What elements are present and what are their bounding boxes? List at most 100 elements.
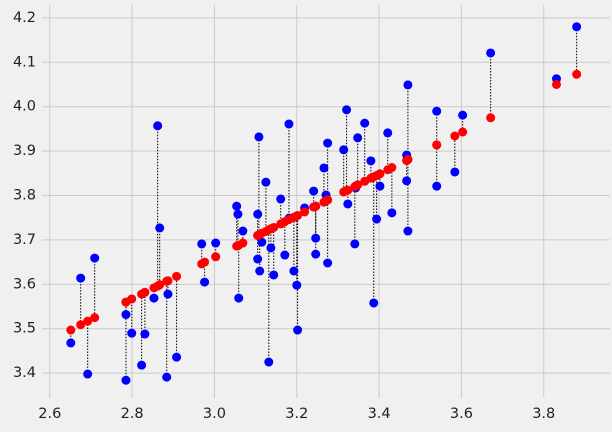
point bbox=[269, 222, 279, 232]
y-tick-label: 3.9 bbox=[13, 143, 36, 159]
point bbox=[121, 375, 131, 385]
point bbox=[66, 325, 76, 335]
point bbox=[572, 22, 582, 32]
point bbox=[432, 140, 442, 150]
point bbox=[149, 293, 159, 303]
point bbox=[323, 138, 333, 148]
point bbox=[458, 127, 468, 137]
point bbox=[153, 121, 163, 131]
point bbox=[403, 226, 413, 236]
point bbox=[300, 207, 310, 217]
point bbox=[387, 208, 397, 218]
point bbox=[323, 195, 333, 205]
point bbox=[343, 185, 353, 195]
point bbox=[360, 118, 370, 128]
point bbox=[432, 106, 442, 116]
point bbox=[280, 250, 290, 260]
y-tick-label: 3.4 bbox=[13, 365, 36, 381]
point bbox=[83, 369, 93, 379]
point bbox=[289, 266, 299, 276]
point bbox=[293, 325, 303, 335]
point bbox=[76, 273, 86, 283]
point bbox=[375, 169, 385, 179]
point bbox=[350, 239, 360, 249]
point bbox=[163, 289, 173, 299]
point bbox=[140, 329, 150, 339]
point bbox=[319, 163, 329, 173]
point bbox=[90, 313, 100, 323]
point bbox=[284, 119, 294, 129]
point bbox=[402, 176, 412, 186]
point bbox=[172, 271, 182, 281]
point bbox=[155, 280, 165, 290]
x-tick-label: 3.0 bbox=[203, 406, 226, 422]
point bbox=[372, 214, 382, 224]
point bbox=[140, 287, 150, 297]
point bbox=[163, 276, 173, 286]
point bbox=[403, 80, 413, 90]
x-tick-label: 3.4 bbox=[368, 406, 391, 422]
point bbox=[366, 156, 376, 166]
point bbox=[432, 181, 442, 191]
point bbox=[276, 194, 286, 204]
point bbox=[292, 280, 302, 290]
point bbox=[266, 243, 276, 253]
point bbox=[90, 253, 100, 263]
point bbox=[339, 145, 349, 155]
x-tick-label: 2.6 bbox=[38, 406, 61, 422]
point bbox=[200, 257, 210, 267]
x-tick-label: 3.8 bbox=[532, 406, 555, 422]
point bbox=[309, 186, 319, 196]
point bbox=[162, 372, 172, 382]
point bbox=[375, 181, 385, 191]
point bbox=[232, 201, 242, 211]
y-tick-label: 3.8 bbox=[13, 188, 36, 204]
point bbox=[172, 352, 182, 362]
point bbox=[383, 128, 393, 138]
point bbox=[323, 258, 333, 268]
y-tick-label: 4.2 bbox=[13, 10, 36, 26]
point bbox=[293, 210, 303, 220]
point bbox=[253, 209, 263, 219]
point bbox=[127, 294, 137, 304]
point bbox=[486, 48, 496, 58]
point bbox=[137, 360, 147, 370]
point bbox=[342, 105, 352, 115]
point bbox=[311, 249, 321, 259]
point bbox=[121, 310, 131, 320]
point bbox=[233, 209, 243, 219]
point bbox=[261, 177, 271, 187]
x-tick-label: 3.2 bbox=[285, 406, 308, 422]
point bbox=[343, 199, 353, 209]
x-tick-label: 3.6 bbox=[450, 406, 473, 422]
point bbox=[353, 180, 363, 190]
point bbox=[387, 163, 397, 173]
point bbox=[403, 155, 413, 165]
point bbox=[254, 132, 264, 142]
point bbox=[66, 338, 76, 348]
y-tick-label: 3.5 bbox=[13, 321, 36, 337]
point bbox=[264, 357, 274, 367]
point bbox=[450, 131, 460, 141]
point bbox=[311, 233, 321, 243]
y-tick-label: 4.1 bbox=[13, 54, 36, 70]
point bbox=[551, 79, 561, 89]
x-tick-label: 2.8 bbox=[121, 406, 144, 422]
y-tick-label: 3.6 bbox=[13, 276, 36, 292]
point bbox=[486, 113, 496, 123]
point bbox=[458, 110, 468, 120]
point bbox=[155, 223, 165, 233]
point bbox=[572, 69, 582, 79]
point bbox=[253, 254, 263, 264]
point bbox=[238, 226, 248, 236]
point bbox=[127, 328, 137, 338]
point bbox=[211, 238, 221, 248]
point bbox=[238, 238, 248, 248]
point bbox=[200, 277, 210, 287]
point bbox=[211, 252, 221, 262]
point bbox=[255, 266, 265, 276]
point bbox=[234, 293, 244, 303]
point bbox=[311, 201, 321, 211]
y-tick-label: 4.0 bbox=[13, 99, 36, 115]
